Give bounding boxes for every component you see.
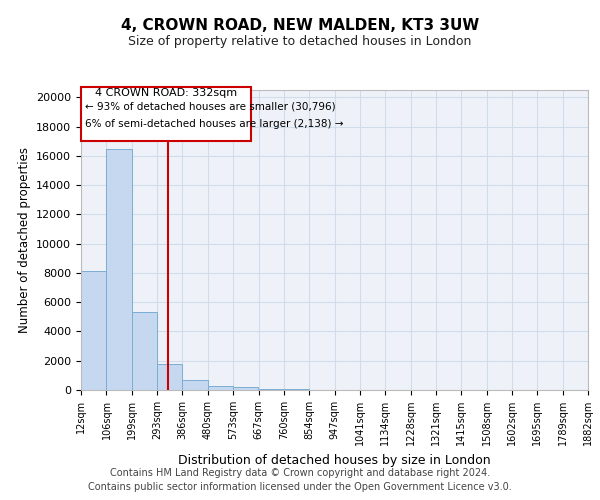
Text: Contains public sector information licensed under the Open Government Licence v3: Contains public sector information licen… [88, 482, 512, 492]
X-axis label: Distribution of detached houses by size in London: Distribution of detached houses by size … [178, 454, 491, 466]
Text: 4 CROWN ROAD: 332sqm: 4 CROWN ROAD: 332sqm [95, 88, 237, 98]
Bar [208, 386, 233, 390]
Text: 4, CROWN ROAD, NEW MALDEN, KT3 3UW: 4, CROWN ROAD, NEW MALDEN, KT3 3UW [121, 18, 479, 32]
Text: ← 93% of detached houses are smaller (30,796): ← 93% of detached houses are smaller (30… [85, 101, 335, 111]
Y-axis label: Number of detached properties: Number of detached properties [17, 147, 31, 333]
Text: 6% of semi-detached houses are larger (2,138) →: 6% of semi-detached houses are larger (2… [85, 118, 344, 128]
Text: Size of property relative to detached houses in London: Size of property relative to detached ho… [128, 35, 472, 48]
Bar [233, 387, 259, 390]
Bar [284, 389, 309, 390]
Bar [182, 380, 208, 390]
Bar [259, 388, 284, 390]
Bar [132, 312, 157, 390]
Bar [106, 148, 132, 390]
Bar [157, 364, 182, 390]
Text: Contains HM Land Registry data © Crown copyright and database right 2024.: Contains HM Land Registry data © Crown c… [110, 468, 490, 477]
Bar [81, 272, 106, 390]
Bar [81, 87, 251, 141]
